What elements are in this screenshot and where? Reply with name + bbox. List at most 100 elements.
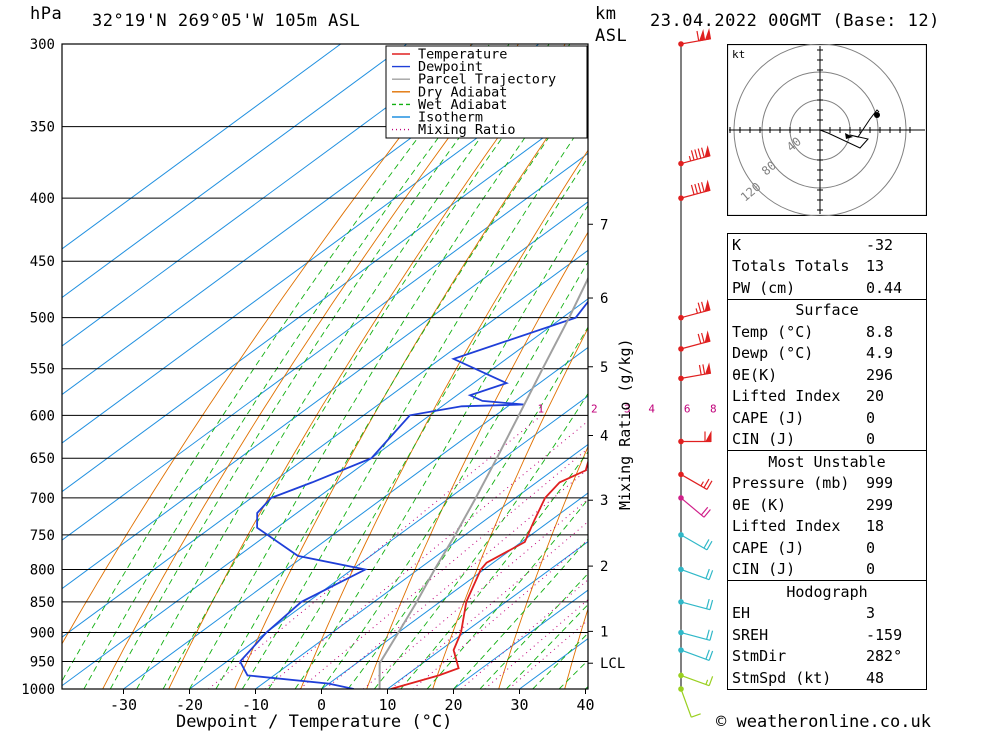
index-label: StmDir (732, 647, 787, 666)
index-label: CAPE (J) (732, 538, 805, 557)
index-row: EH 3 (728, 603, 927, 625)
mixing-ratio-axis-label: Mixing Ratio (g/kg) (616, 338, 634, 510)
index-value: 20 (866, 387, 885, 406)
index-row: SREH -159 (728, 624, 927, 646)
index-label: StmSpd (kt) (732, 668, 832, 687)
storm-motion-arrow (845, 133, 853, 139)
wind-barb-staff (680, 497, 705, 518)
index-value: -159 (866, 625, 903, 644)
indices-top-table: K -32 Totals Totals 13 PW (cm) 0.44 (727, 233, 927, 300)
wind-barb-flag (706, 629, 710, 640)
most-unstable-table: Most Unstable Pressure (mb) 999 θE (K) 299 Li… (727, 450, 927, 581)
wet-adiabat-line (505, 603, 588, 689)
index-value: 48 (866, 668, 885, 687)
wind-barb (680, 598, 714, 611)
mixing-ratio-label: 1 (538, 402, 545, 415)
temperature-tick-label: 40 (576, 696, 594, 714)
height-tick-label: 3 (600, 493, 608, 509)
wind-barb-flag (706, 540, 713, 551)
temperature-tick-label: -20 (176, 696, 203, 714)
wet-adiabat-line (347, 326, 588, 689)
wind-barb-halfflag (688, 155, 692, 162)
series-line-temperature (390, 459, 588, 689)
isotherm-line (62, 104, 588, 493)
index-label: EH (732, 604, 751, 623)
wind-barb-pennant (704, 330, 711, 344)
wind-barb-flag (706, 480, 713, 490)
index-row: Pressure (mb) 999 (728, 473, 927, 495)
sounding-series (239, 276, 588, 689)
legend-entry: Wet Adiabat (418, 97, 507, 113)
wind-barb-flag (694, 149, 699, 160)
wind-barb-flag (709, 599, 714, 610)
wind-barb-pennant (704, 27, 712, 41)
wet-adiabat-line (241, 115, 588, 689)
index-value: 282° (866, 647, 903, 666)
isotherm-line (123, 346, 588, 689)
temperature-tick-label: 20 (444, 696, 462, 714)
wind-barb-flag (708, 570, 714, 580)
datetime-title: 23.04.2022 00GMT (Base: 12) (650, 11, 940, 31)
wind-barb-flag (701, 332, 705, 343)
pressure-tick-label: 550 (30, 362, 55, 378)
index-row: StmDir 282° (728, 646, 927, 668)
temperature-tick-label: -10 (242, 696, 269, 714)
pressure-tick-label: 800 (30, 562, 55, 578)
wind-barb-halfflag (705, 679, 709, 685)
wind-barb-flag (696, 30, 700, 41)
mixing-ratio-label: 8 (710, 402, 717, 415)
wind-barb-staff (680, 473, 708, 490)
pressure-tick-label: 700 (30, 491, 55, 507)
wind-barb-pennant (698, 28, 706, 42)
wind-barb-flag (697, 302, 702, 313)
index-row: CIN (J) 0 (728, 429, 927, 451)
isotherm-line (62, 44, 473, 347)
height-tick-label: 5 (600, 360, 608, 376)
wind-barb-halfflag (695, 308, 699, 314)
index-label: PW (cm) (732, 278, 796, 297)
wind-barb-flag (703, 509, 711, 518)
dry-adiabat-line (366, 231, 588, 689)
index-row: CAPE (J) 0 (728, 407, 927, 429)
index-section-title: Surface (795, 301, 859, 320)
wind-barb (680, 473, 713, 490)
wind-barb-flag (702, 364, 706, 375)
index-label: K (732, 235, 742, 254)
wet-adiabat-line (373, 392, 588, 689)
wind-barb-flag (708, 650, 714, 661)
height-unit-km: km (595, 4, 617, 24)
index-label: Pressure (mb) (732, 474, 850, 493)
wind-barb (680, 145, 711, 165)
pressure-tick-label: 600 (30, 408, 55, 424)
wind-barb-flag (701, 301, 705, 312)
index-value: 13 (866, 257, 885, 276)
plot-frame (61, 43, 589, 690)
wind-barb-flag (705, 649, 710, 660)
wind-barb-flag (701, 182, 705, 193)
wind-barb (680, 568, 714, 581)
hodograph-end-marker (874, 112, 880, 118)
wind-barb-staff (680, 534, 708, 551)
wet-adiabat-line (83, 44, 510, 689)
index-row: Temp (°C) 8.8 (728, 321, 927, 343)
isotherm-line (62, 298, 588, 687)
temperature-tick-label: -30 (110, 696, 137, 714)
wet-adiabat-line (479, 572, 588, 689)
wind-barb-flag (697, 148, 702, 159)
index-label: Dewp (°C) (732, 344, 814, 363)
height-tick-label: 1 (600, 624, 608, 640)
mixing-ratio-label: 6 (684, 402, 691, 415)
isotherm-line (62, 44, 341, 250)
index-label: Temp (°C) (732, 322, 814, 341)
wind-barb-flag (697, 182, 702, 193)
wind-barb-flag (703, 478, 710, 489)
mixing-ratio-line (299, 447, 588, 689)
wind-level-dot (678, 375, 684, 382)
index-row: PW (cm) 0.44 (728, 277, 927, 299)
index-row: K -32 (728, 234, 927, 256)
index-row: CAPE (J) 0 (728, 537, 927, 559)
index-value: 299 (866, 495, 894, 514)
pressure-tick-label: 300 (30, 37, 55, 53)
index-label: SREH (732, 625, 769, 644)
wind-level-dot (678, 314, 684, 321)
